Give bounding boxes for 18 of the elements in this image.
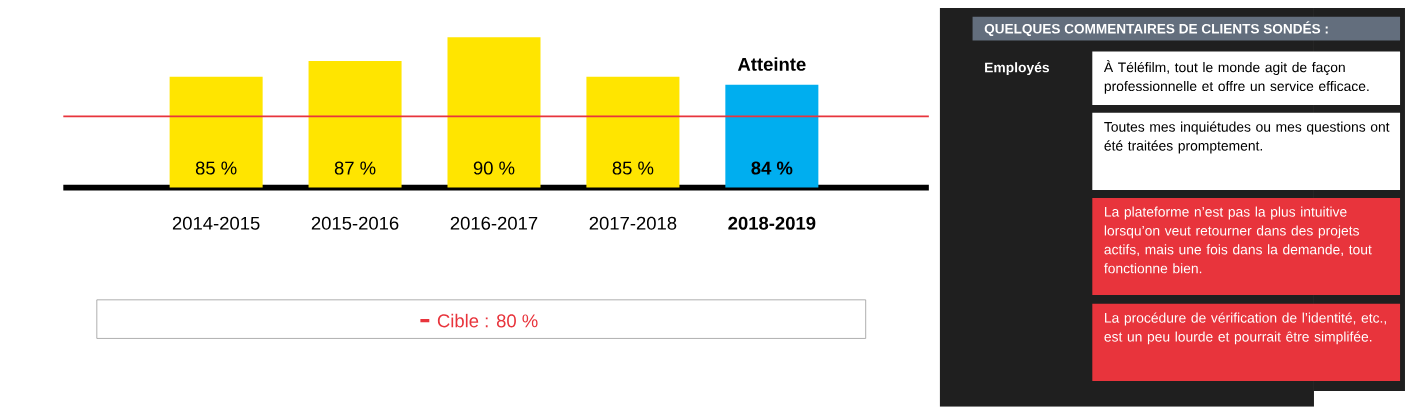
data-label: 85 % (195, 161, 237, 175)
text: Toutes mes inquiétudes ou mes questions ont été traitées promptement. (1104, 121, 1390, 154)
data-label: 85 % (612, 161, 654, 175)
x-tick-label: 2014-2015 (172, 216, 260, 230)
x-tick-label: 2017-2018 (589, 216, 677, 230)
text: La plateforme n’est pas la plus intuitive lorsqu’on veut retourner dans des projets actifs, mais une fois dans la demande, tout fonctionne bien. (1104, 206, 1372, 274)
x-tick-label: 2018-2019 (728, 216, 816, 230)
text: Employés (985, 62, 1050, 76)
text: À Téléfilm, tout le monde agit de façon professionnelle et offre un service efficace. (1103, 60, 1369, 94)
x-tick-label: 2016-2017 (450, 216, 538, 230)
text: La procédure de vérification de l’identité, etc., est un peu lourde et pourrait être simplifée. (1104, 312, 1386, 345)
annotation: Atteinte (737, 57, 806, 71)
legend-label: Cible : 80 % (437, 313, 538, 328)
data-label: 90 % (473, 161, 515, 175)
x-tick-label: 2015-2016 (311, 216, 399, 230)
data-label: 84 % (751, 161, 793, 175)
text: QUELQUES COMMENTAIRES DE CLIENTS SONDÉS : (984, 21, 1328, 37)
data-label: 87 % (334, 161, 376, 175)
